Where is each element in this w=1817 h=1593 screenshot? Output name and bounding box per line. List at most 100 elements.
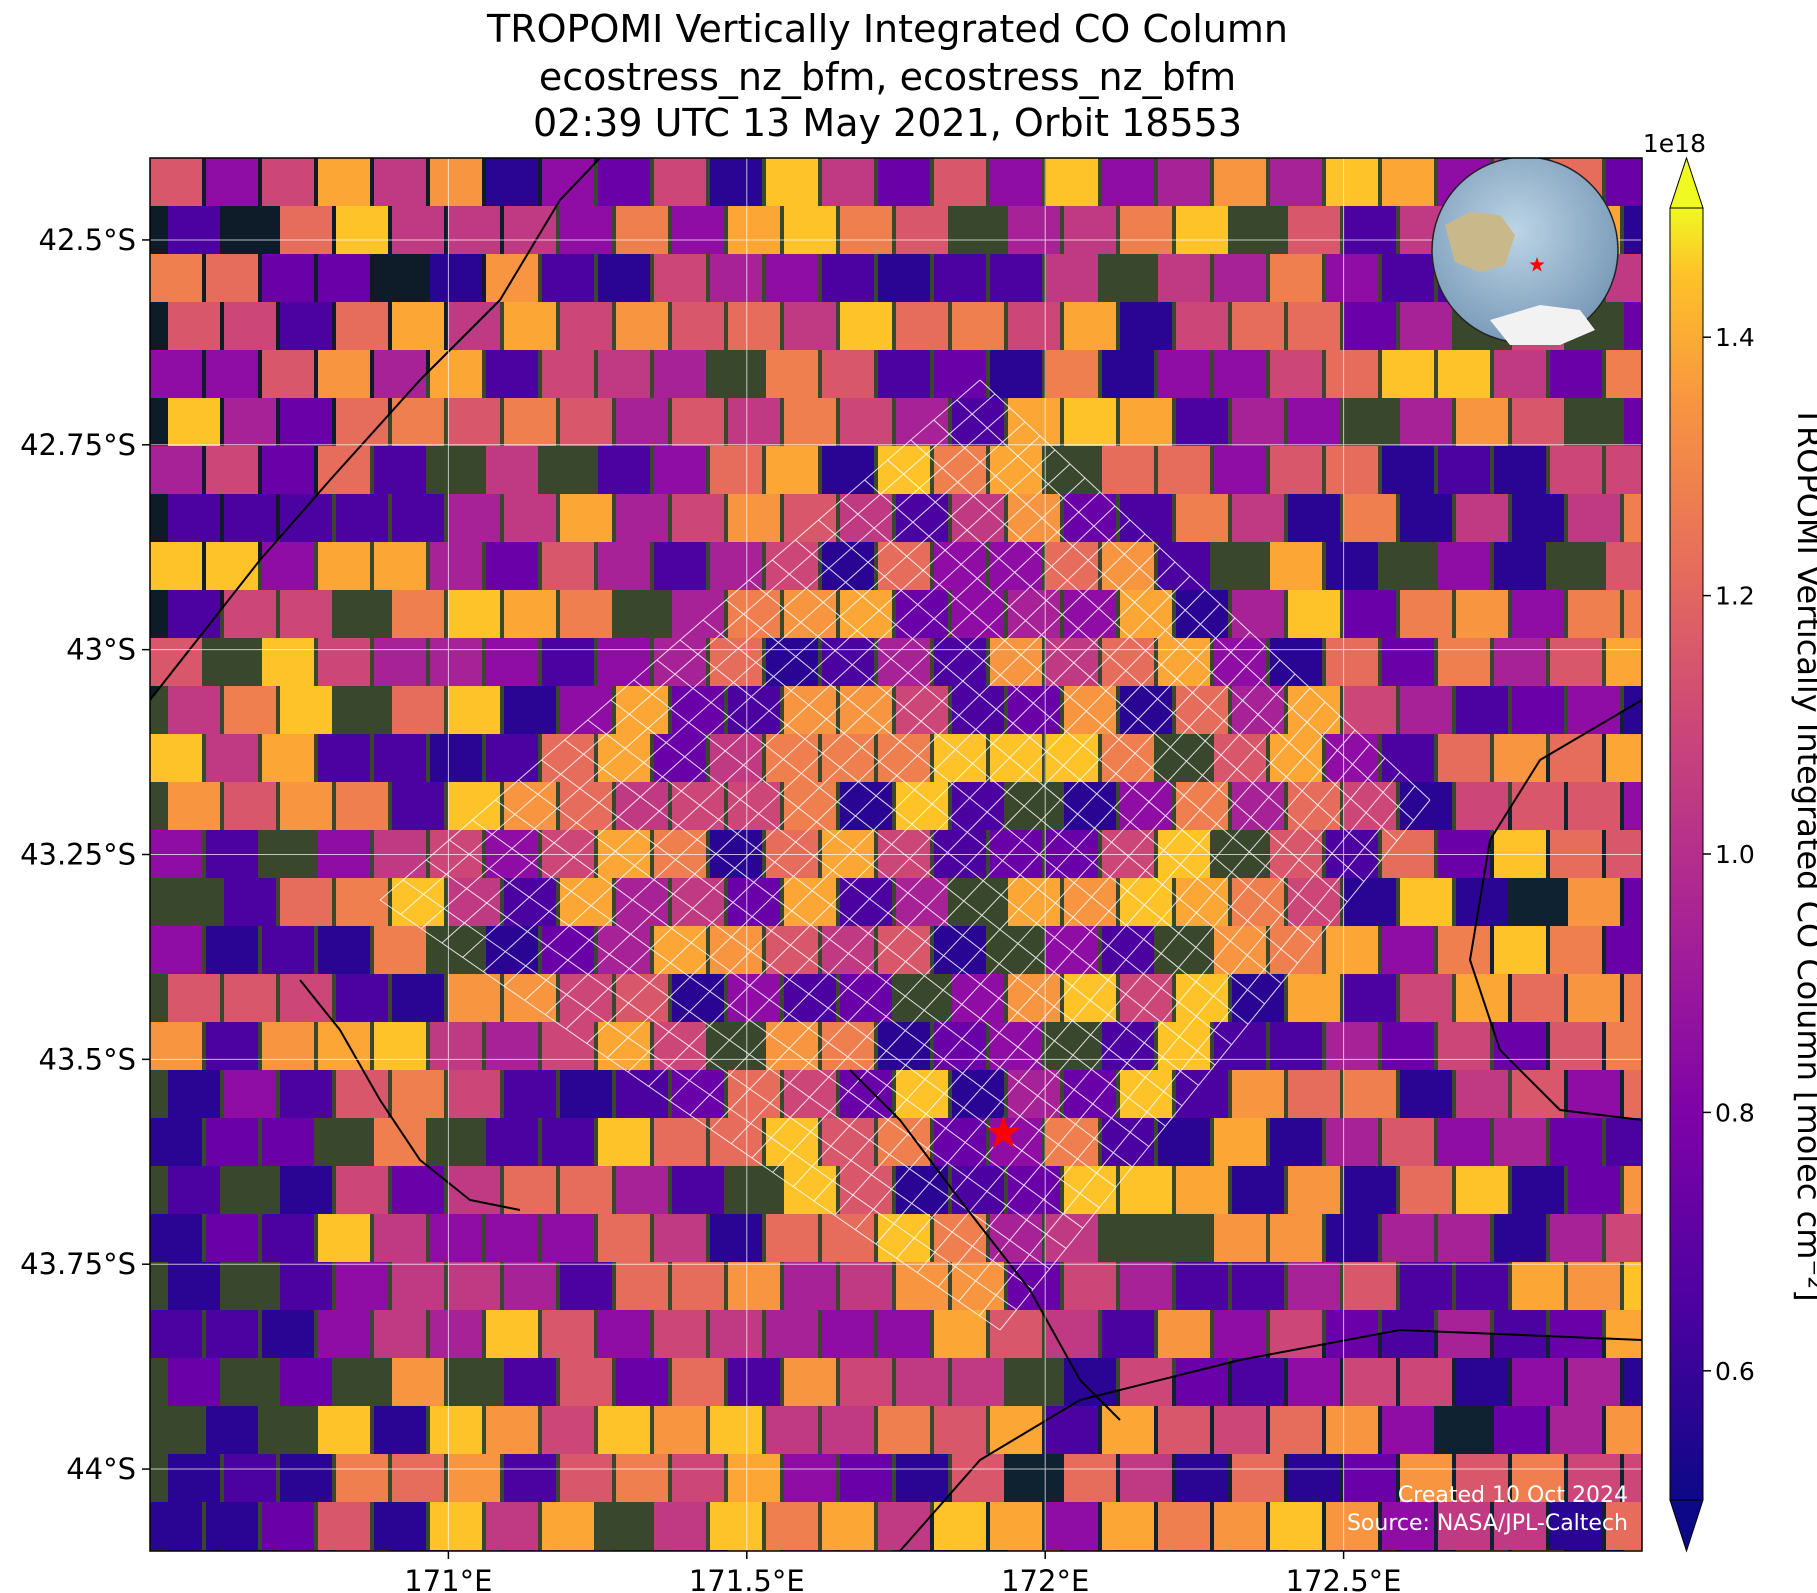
co-pixel xyxy=(766,1214,818,1262)
footprint-line xyxy=(441,421,1026,944)
co-pixel xyxy=(262,446,314,494)
co-pixel xyxy=(1064,1262,1116,1310)
co-pixel xyxy=(374,1118,426,1166)
co-pixel xyxy=(336,398,388,446)
co-pixel xyxy=(224,302,276,350)
co-pixel xyxy=(448,1262,500,1310)
co-pixel xyxy=(1008,590,1060,638)
co-pixel xyxy=(1046,1118,1098,1166)
co-pixel xyxy=(1232,494,1284,542)
co-pixel xyxy=(654,1310,706,1358)
co-pixel xyxy=(766,1406,818,1454)
co-pixel xyxy=(1214,350,1266,398)
co-pixel xyxy=(1120,1358,1172,1406)
map-title-line-2: ecostress_nz_bfm, ecostress_nz_bfm xyxy=(538,55,1237,99)
co-pixel xyxy=(486,1310,538,1358)
co-pixel xyxy=(654,446,706,494)
co-pixel xyxy=(990,734,1042,782)
co-pixel xyxy=(822,542,874,590)
co-pixel xyxy=(1158,1502,1210,1550)
co-pixel xyxy=(168,206,220,254)
co-pixel xyxy=(710,734,762,782)
co-pixel xyxy=(1606,926,1642,974)
co-pixel xyxy=(1120,1262,1172,1310)
co-pixel xyxy=(1120,878,1172,926)
coastline xyxy=(150,158,1642,1551)
co-pixel xyxy=(542,1406,594,1454)
co-pixel xyxy=(1512,590,1564,638)
co-pixel xyxy=(878,1214,930,1262)
co-pixel xyxy=(840,398,892,446)
co-pixel xyxy=(1512,1166,1564,1214)
co-pixel xyxy=(1232,1166,1284,1214)
co-pixel xyxy=(1624,494,1642,542)
co-pixel xyxy=(1512,1070,1564,1118)
co-pixel xyxy=(1382,1214,1434,1262)
co-pixel xyxy=(206,1502,258,1550)
footprint-line xyxy=(875,715,1341,1245)
co-pixel xyxy=(560,206,612,254)
inset-globe xyxy=(1431,158,1619,345)
co-pixel xyxy=(598,158,650,206)
co-pixel xyxy=(1512,1262,1564,1310)
co-pixel xyxy=(896,302,948,350)
co-pixel xyxy=(1008,1262,1060,1310)
co-pixel xyxy=(1624,302,1642,350)
lake-outline xyxy=(299,979,521,1211)
co-pixel xyxy=(598,734,650,782)
co-pixel xyxy=(1326,1214,1378,1262)
co-pixel xyxy=(840,206,892,254)
co-pixel xyxy=(280,1358,332,1406)
co-pixel xyxy=(1382,350,1434,398)
co-pixel xyxy=(1494,1502,1546,1550)
co-pixel xyxy=(1120,206,1172,254)
co-pixel xyxy=(560,398,612,446)
co-pixel xyxy=(224,1550,276,1551)
co-pixel xyxy=(1288,1166,1340,1214)
co-pixel xyxy=(672,398,724,446)
co-pixel xyxy=(1326,542,1378,590)
co-pixel xyxy=(168,1358,220,1406)
co-pixel xyxy=(598,1310,650,1358)
co-pixel xyxy=(1158,446,1210,494)
co-pixel xyxy=(1232,1262,1284,1310)
co-pixel xyxy=(336,782,388,830)
co-pixel xyxy=(1624,1550,1642,1551)
co-pixel xyxy=(728,1358,780,1406)
co-pixel xyxy=(896,782,948,830)
co-pixel xyxy=(1494,350,1546,398)
co-pixel xyxy=(150,254,202,302)
co-pixel xyxy=(1568,974,1620,1022)
co-pixel xyxy=(1008,1070,1060,1118)
co-pixel xyxy=(784,1454,836,1502)
colorbar-extend-bottom xyxy=(1669,1499,1704,1553)
co-pixel xyxy=(1214,1310,1266,1358)
co-pixel xyxy=(1158,1310,1210,1358)
co-pixel xyxy=(840,302,892,350)
co-pixel xyxy=(1232,302,1284,350)
co-pixel xyxy=(1438,350,1490,398)
co-pixel xyxy=(840,686,892,734)
co-pixel xyxy=(1158,542,1210,590)
co-pixel xyxy=(448,878,500,926)
co-pixel xyxy=(504,206,556,254)
co-pixel xyxy=(1344,686,1396,734)
co-pixel xyxy=(1046,926,1098,974)
co-pixel xyxy=(560,974,612,1022)
co-pixel xyxy=(430,734,482,782)
co-pixel xyxy=(1326,1406,1378,1454)
co-pixel xyxy=(1326,734,1378,782)
co-pixel xyxy=(262,254,314,302)
co-pixel xyxy=(1046,254,1098,302)
co-pixel xyxy=(318,350,370,398)
co-pixel xyxy=(1176,782,1228,830)
co-pixel xyxy=(1176,1550,1228,1551)
co-pixel xyxy=(374,446,426,494)
co-pixel xyxy=(990,1310,1042,1358)
co-pixel xyxy=(672,1454,724,1502)
co-pixel xyxy=(822,1022,874,1070)
co-pixel xyxy=(168,1166,220,1214)
co-pixel xyxy=(934,1502,986,1550)
co-pixel xyxy=(878,1406,930,1454)
co-pixel xyxy=(1624,878,1642,926)
